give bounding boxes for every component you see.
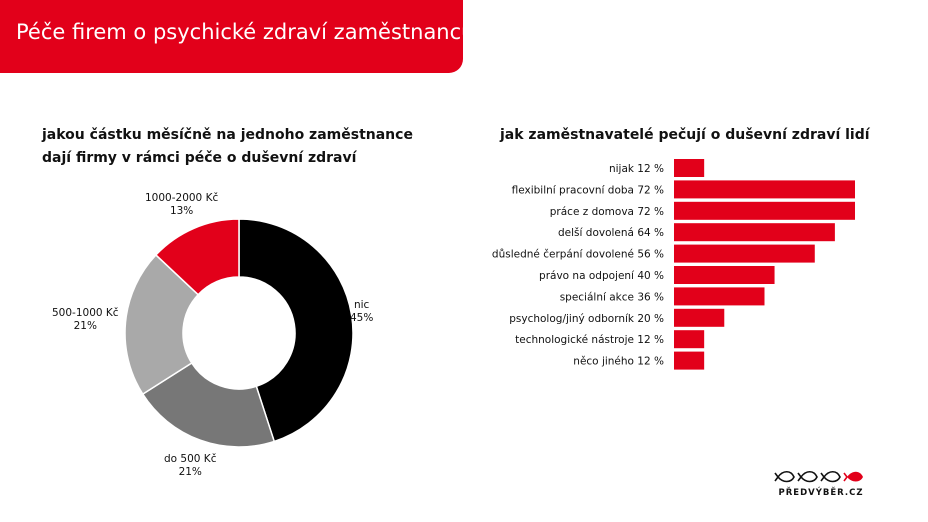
slice-label-do-500: do 500 Kč 21% xyxy=(164,453,216,479)
bar-label-3: delší dovolená 64 % xyxy=(558,227,664,239)
bar-3 xyxy=(674,223,835,242)
bar-label-5: právo na odpojení 40 % xyxy=(539,270,664,282)
bar-label-1: flexibilní pracovní doba 72 % xyxy=(512,184,664,196)
bar-7 xyxy=(674,308,725,327)
bar-chart-title: jak zaměstnavatelé pečují o duševní zdra… xyxy=(500,127,870,143)
bar-label-0: nijak 12 % xyxy=(609,163,664,175)
donut-slice-1 xyxy=(141,361,276,448)
slice-label-value: 21% xyxy=(178,466,202,478)
bar-6 xyxy=(674,287,765,306)
bar-5 xyxy=(674,266,775,284)
bar-1 xyxy=(674,180,855,199)
donut-chart-title: jakou částku měsíčně na jednoho zaměstna… xyxy=(42,124,442,170)
bar-9 xyxy=(674,351,705,370)
bar-label-7: psycholog/jiný odborník 20 % xyxy=(509,313,664,325)
logo-text: PŘEDVÝBĚR.CZ xyxy=(778,488,864,498)
slice-label-500-1000: 500-1000 Kč 21% xyxy=(52,307,119,333)
donut-title-line-2: dají firmy v rámci péče o duševní zdraví xyxy=(42,150,357,166)
donut-slice-3 xyxy=(154,218,240,296)
slice-label-name: 500-1000 Kč xyxy=(52,307,119,319)
donut-chart xyxy=(124,218,354,448)
predvyber-logo: PŘEDVÝBĚR.CZ xyxy=(774,468,868,502)
slice-label-name: 1000-2000 Kč xyxy=(145,192,219,204)
slice-label-name: do 500 Kč xyxy=(164,453,217,465)
donut-title-line-1: jakou částku měsíčně na jednoho zaměstna… xyxy=(42,127,413,143)
bar-label-6: speciální akce 36 % xyxy=(560,291,664,303)
donut-slice-0 xyxy=(238,218,354,443)
bar-label-8: technologické nástroje 12 % xyxy=(515,334,664,346)
slice-label-name: nic xyxy=(353,299,370,311)
slice-label-value: 45% xyxy=(350,312,374,324)
bar-label-9: něco jiného 12 % xyxy=(573,356,664,368)
slice-label-nic: nic 45% xyxy=(350,299,373,325)
header-bar: Péče firem o psychické zdraví zaměstnanc… xyxy=(0,0,474,73)
slice-label-value: 13% xyxy=(169,205,194,217)
bar-2 xyxy=(674,201,855,220)
fish-logo-icon xyxy=(774,470,863,483)
bar-label-2: práce z domova 72 % xyxy=(550,206,664,218)
page-title: Péče firem o psychické zdraví zaměstnanc… xyxy=(16,20,475,44)
slice-label-1000-2000: 1000-2000 Kč 13% xyxy=(145,192,218,218)
bar-0 xyxy=(674,159,705,177)
donut-slice-2 xyxy=(124,253,200,396)
bar-label-4: důsledné čerpání dovolené 56 % xyxy=(492,249,664,261)
slice-label-value: 21% xyxy=(73,320,97,332)
bar-8 xyxy=(674,330,705,349)
bar-4 xyxy=(674,244,815,263)
